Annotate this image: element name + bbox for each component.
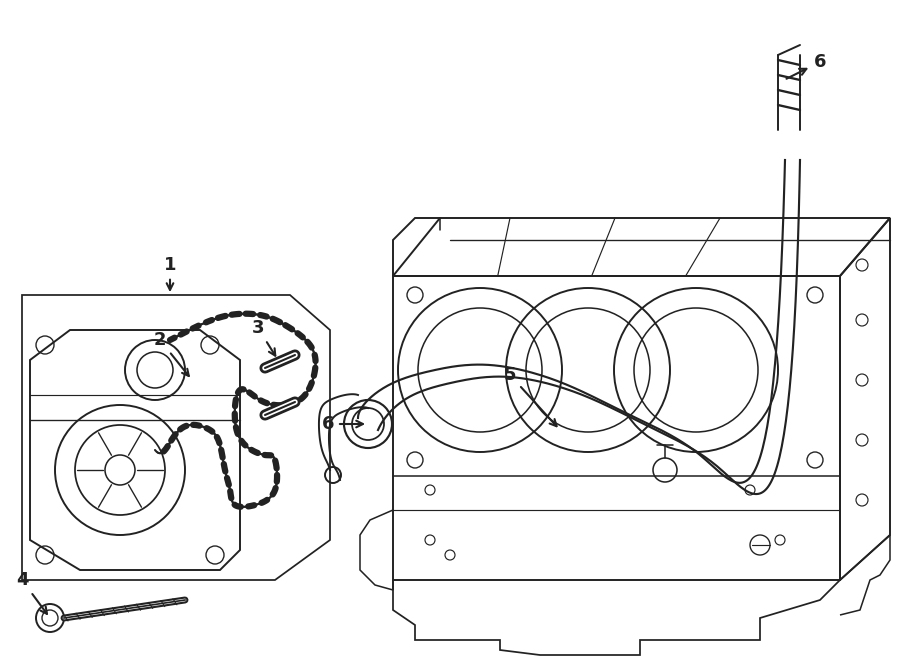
Text: 4: 4	[16, 571, 47, 614]
Text: 5: 5	[504, 366, 556, 426]
Text: 2: 2	[154, 331, 189, 376]
Text: 6: 6	[322, 415, 363, 433]
Text: 6: 6	[787, 53, 826, 79]
Text: 3: 3	[252, 319, 275, 356]
Text: 1: 1	[164, 256, 176, 290]
